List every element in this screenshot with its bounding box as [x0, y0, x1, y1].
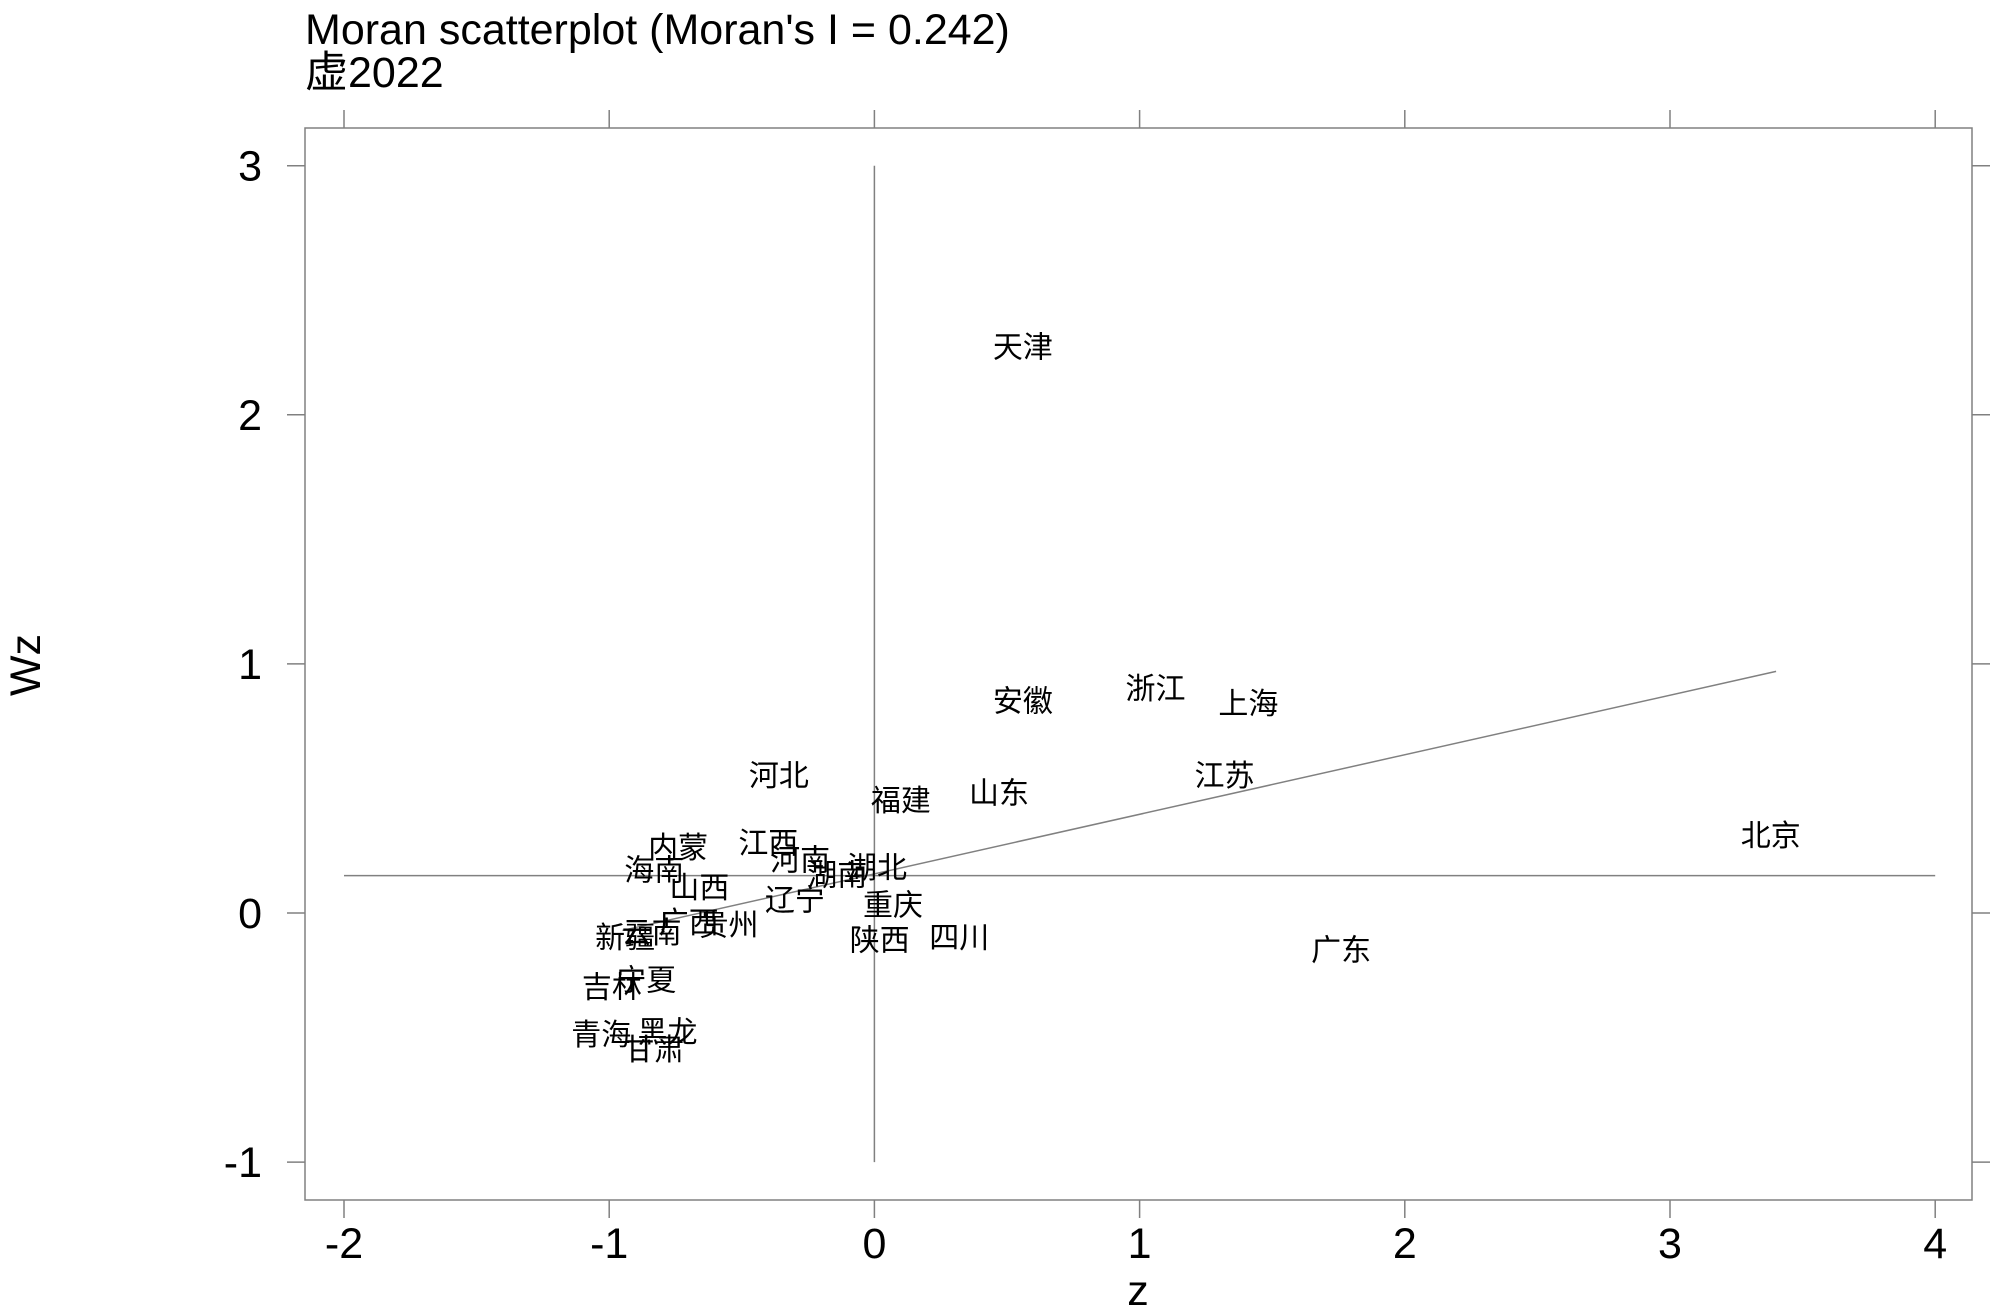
point-label: 广西 — [659, 906, 719, 941]
x-tick-label: -2 — [325, 1220, 363, 1268]
x-tick-label: 2 — [1393, 1220, 1417, 1268]
point-label: 辽宁 — [765, 884, 825, 919]
point-label: 广东 — [1311, 933, 1371, 968]
y-tick-label: -1 — [224, 1139, 262, 1187]
chart-title: Moran scatterplot (Moran's I = 0.242) — [305, 6, 1010, 54]
reference-lines — [344, 165, 1936, 1163]
point-label: 上海 — [1218, 687, 1278, 722]
point-label: 陕西 — [850, 923, 910, 958]
x-tick-label: 4 — [1923, 1220, 1947, 1268]
x-tick-label: 1 — [1128, 1220, 1152, 1268]
x-axis-label: z — [1127, 1267, 1149, 1314]
point-label: 四川 — [929, 921, 989, 956]
point-label: 海南 — [624, 854, 684, 889]
point-label: 山东 — [969, 776, 1029, 811]
point-label: 甘肃 — [624, 1033, 684, 1068]
point-label: 湖南 — [807, 859, 867, 894]
point-label: 江西 — [738, 826, 798, 861]
point-label: 贵州 — [699, 908, 759, 943]
point-label: 浙江 — [1126, 672, 1186, 707]
regression-line — [622, 670, 1777, 932]
point-label: 北京 — [1741, 819, 1801, 854]
point-label: 河南 — [770, 844, 830, 879]
x-tick-label: -1 — [590, 1220, 628, 1268]
point-label: 山西 — [669, 871, 729, 906]
x-tick-label: 3 — [1658, 1220, 1682, 1268]
plot-frame — [304, 127, 1973, 1201]
point-label: 江苏 — [1194, 759, 1254, 794]
point-label: 重庆 — [863, 889, 923, 924]
point-label: 吉林 — [582, 971, 642, 1006]
x-tick-label: 0 — [862, 1220, 886, 1268]
point-label: 宁夏 — [616, 963, 676, 998]
point-label: 新疆 — [595, 921, 655, 956]
y-axis-label: Wz — [2, 634, 50, 696]
axis-ticks: -2 -1 0 1 2 3 4 -1 0 1 2 3 — [224, 110, 1990, 1268]
y-tick-label: 0 — [238, 890, 262, 938]
point-label: 云南 — [622, 916, 682, 951]
point-label: 天津 — [993, 331, 1053, 366]
chart-subtitle: 虚2022 — [305, 49, 444, 97]
y-tick-label: 1 — [238, 641, 262, 689]
y-tick-label: 3 — [238, 143, 262, 191]
point-label: 安徽 — [993, 684, 1053, 719]
y-tick-label: 2 — [238, 392, 262, 440]
point-label: 河北 — [749, 759, 809, 794]
point-label: 内蒙 — [648, 831, 708, 866]
point-label: 青海 — [571, 1018, 631, 1053]
point-label: 湖北 — [847, 851, 907, 886]
point-label: 福建 — [871, 784, 931, 819]
point-label: 黑龙 — [638, 1016, 698, 1051]
